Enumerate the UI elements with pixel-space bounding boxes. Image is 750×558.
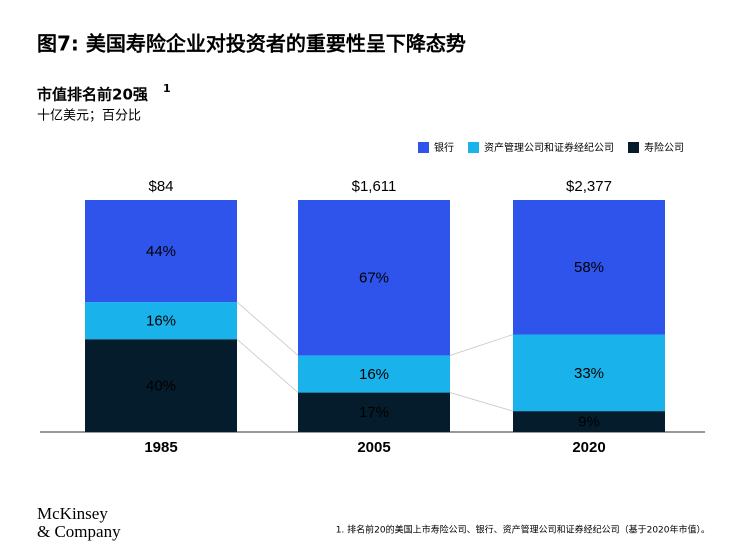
connector-line [449,392,514,412]
data-label: 33% [574,365,604,382]
bar-segment [85,339,237,432]
footnote: 1. 排名前20的美国上市寿险公司、银行、资产管理公司和证券经纪公司（基于202… [336,524,710,536]
data-label: 40% [146,378,176,395]
legend-label: 银行 [434,141,454,154]
bar-segment [298,200,450,356]
legend-label: 寿险公司 [644,141,684,154]
brand-line: & Company [37,522,121,541]
x-tick-label: 1985 [144,439,177,456]
total-label: $84 [148,178,173,195]
data-label: 58% [574,259,604,276]
brand-line: McKinsey [37,504,108,523]
bar-segment [513,200,665,335]
subtitle-superscript: 1 [163,82,171,95]
unit-label: 十亿美元；百分比 [37,109,141,124]
bar-segment [85,302,237,340]
data-label: 9% [578,414,600,431]
total-label: $1,611 [352,178,397,195]
total-label: $2,377 [566,178,612,195]
legend-swatch [418,142,429,153]
legend-label: 资产管理公司和证券经纪公司 [484,141,614,154]
data-label: 67% [359,270,389,287]
x-tick-label: 2005 [357,439,390,456]
connector-line [236,338,299,393]
chart-subtitle: 市值排名前20强 [37,86,148,104]
legend-swatch [628,142,639,153]
bar-segment [85,200,237,303]
bar-segment [513,411,665,432]
bar-segment [513,334,665,412]
data-label: 16% [359,366,389,383]
data-label: 16% [146,313,176,330]
data-label: 17% [359,404,389,421]
connector-line [449,334,514,356]
bar-segment [298,355,450,393]
legend-swatch [468,142,479,153]
bar-segment [298,392,450,432]
x-tick-label: 2020 [572,439,605,456]
data-label: 44% [146,243,176,260]
connector-line [236,301,299,356]
chart-title: 图7: 美国寿险企业对投资者的重要性呈下降态势 [37,32,466,56]
